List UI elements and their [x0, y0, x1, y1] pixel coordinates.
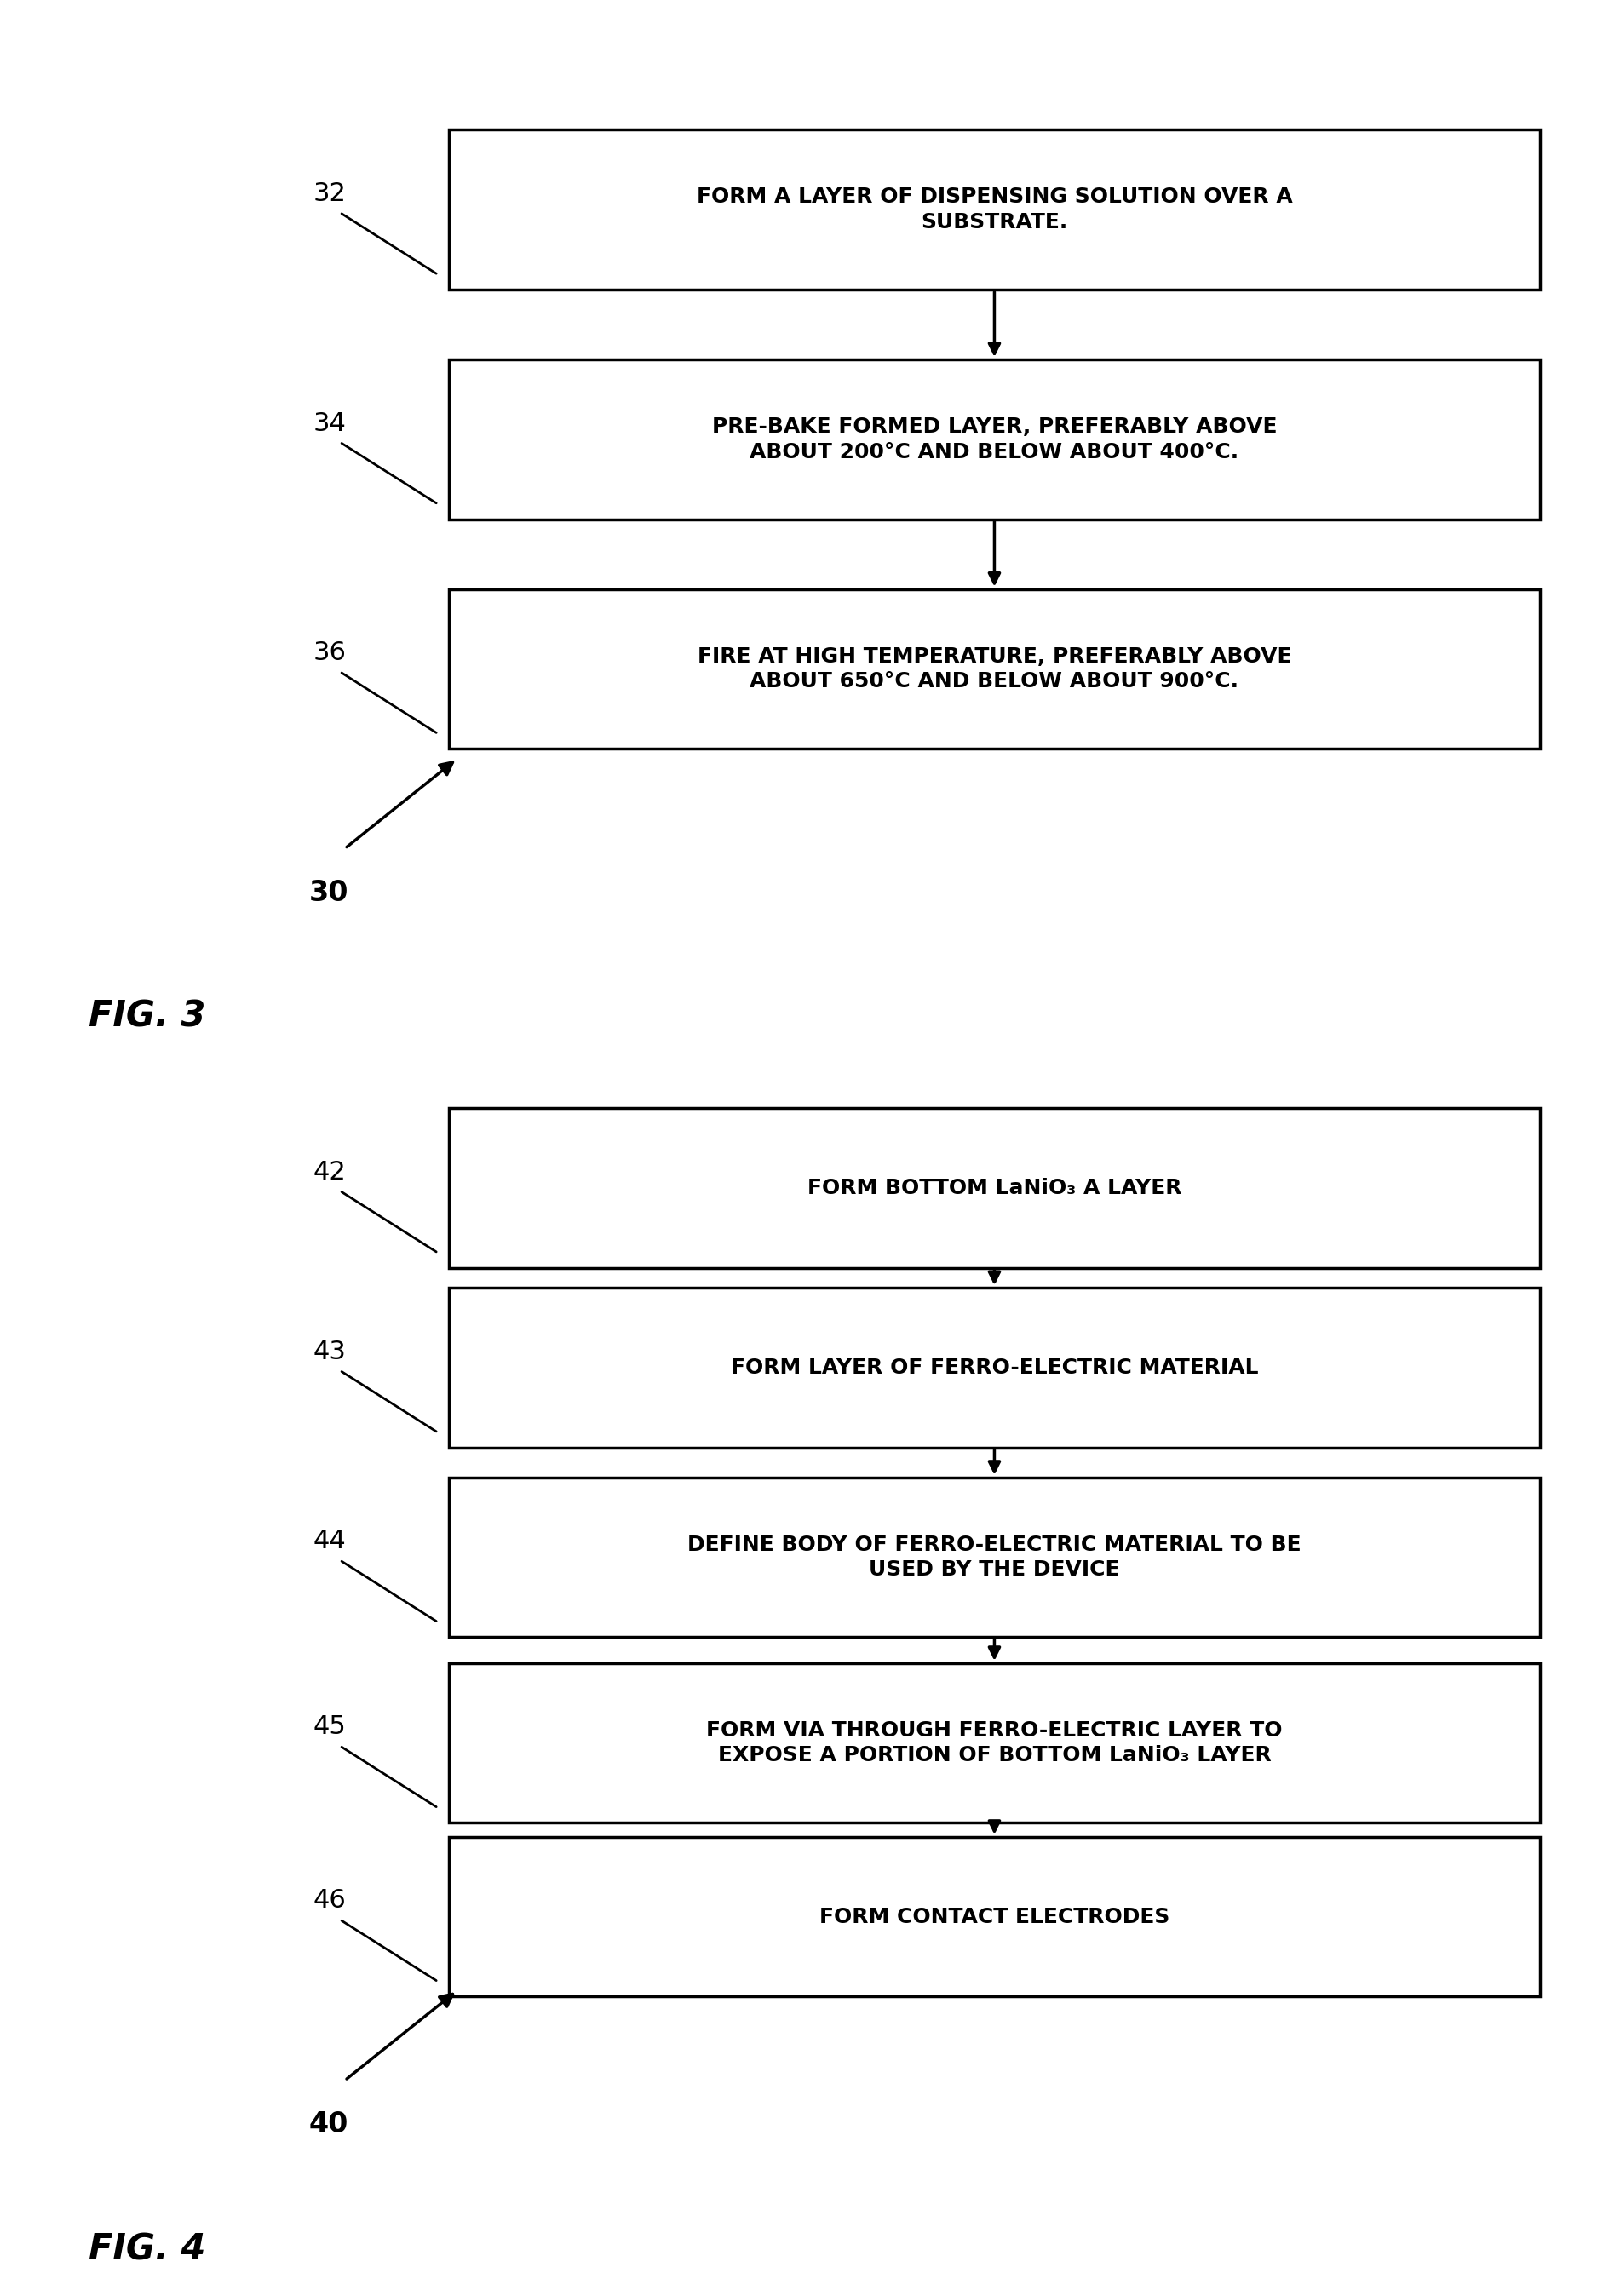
Bar [449, 1662, 1539, 1823]
Text: 45: 45 [313, 1715, 346, 1740]
Text: 32: 32 [313, 181, 346, 207]
Text: 34: 34 [313, 411, 346, 436]
Bar [449, 590, 1539, 748]
Text: 42: 42 [313, 1159, 346, 1185]
Text: PRE-BAKE FORMED LAYER, PREFERABLY ABOVE
ABOUT 200°C AND BELOW ABOUT 400°C.: PRE-BAKE FORMED LAYER, PREFERABLY ABOVE … [712, 416, 1276, 461]
Text: FORM LAYER OF FERRO-ELECTRIC MATERIAL: FORM LAYER OF FERRO-ELECTRIC MATERIAL [731, 1357, 1257, 1378]
Text: 46: 46 [313, 1887, 346, 1913]
Text: DEFINE BODY OF FERRO-ELECTRIC MATERIAL TO BE
USED BY THE DEVICE: DEFINE BODY OF FERRO-ELECTRIC MATERIAL T… [688, 1534, 1300, 1580]
Bar [449, 1476, 1539, 1637]
Text: FIRE AT HIGH TEMPERATURE, PREFERABLY ABOVE
ABOUT 650°C AND BELOW ABOUT 900°C.: FIRE AT HIGH TEMPERATURE, PREFERABLY ABO… [697, 645, 1290, 691]
Text: 36: 36 [313, 641, 346, 666]
Text: 43: 43 [313, 1339, 346, 1364]
Text: FIG. 3: FIG. 3 [88, 999, 205, 1033]
Text: 30: 30 [309, 879, 348, 907]
Bar [449, 131, 1539, 289]
Bar [449, 360, 1539, 519]
Bar [449, 1288, 1539, 1446]
Text: FORM BOTTOM LaNiO₃ A LAYER: FORM BOTTOM LaNiO₃ A LAYER [806, 1178, 1181, 1199]
Bar [449, 1109, 1539, 1267]
Text: 44: 44 [313, 1529, 346, 1554]
Text: 40: 40 [309, 2110, 348, 2138]
Text: FIG. 4: FIG. 4 [88, 2232, 205, 2268]
Text: FORM VIA THROUGH FERRO-ELECTRIC LAYER TO
EXPOSE A PORTION OF BOTTOM LaNiO₃ LAYER: FORM VIA THROUGH FERRO-ELECTRIC LAYER TO… [705, 1720, 1282, 1766]
Text: FORM CONTACT ELECTRODES: FORM CONTACT ELECTRODES [819, 1906, 1169, 1926]
Text: FORM A LAYER OF DISPENSING SOLUTION OVER A
SUBSTRATE.: FORM A LAYER OF DISPENSING SOLUTION OVER… [696, 186, 1292, 232]
Bar [449, 1837, 1539, 1998]
